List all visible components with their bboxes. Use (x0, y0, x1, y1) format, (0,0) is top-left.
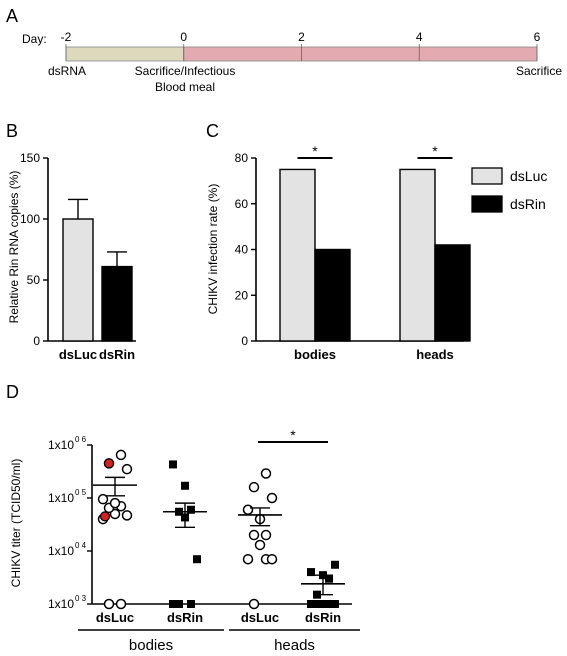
chart-c-legend-swatch (471, 195, 503, 213)
chart-d-point (193, 555, 201, 564)
timeline-segment (183, 46, 538, 62)
chart-d-point (115, 598, 127, 610)
chart-b-bar (101, 265, 133, 342)
chart-d-point (169, 600, 177, 608)
chart-d-ytick-base: 1x10 (48, 544, 74, 558)
chart-d-group-label: bodies (129, 637, 173, 654)
chart-b-xtick-label: dsRin (99, 347, 135, 362)
chart-d-ytick-base: 1x10 (48, 438, 74, 452)
timeline-tick-label: 2 (298, 30, 305, 44)
chart-d-point (260, 468, 272, 479)
panel-label-d: D (6, 382, 19, 402)
chart-c-ytick-label: 40 (235, 243, 249, 257)
chart-d-point (121, 510, 133, 521)
chart-c-legend-label: dsLuc (510, 168, 547, 184)
chart-c-bar (399, 168, 436, 342)
timeline-day-label: Day: (22, 32, 47, 46)
chart-b-xtick-label: dsLuc (59, 347, 97, 362)
chart-d-point (109, 508, 121, 520)
chart-b-ytick-label: 150 (20, 151, 40, 165)
chart-d-ylabel: CHIKV titer (TCID50/ml) (9, 459, 23, 588)
chart-d-point (109, 497, 121, 509)
chart-d-point (175, 600, 183, 608)
panel-label-b: B (6, 121, 18, 141)
chart-b-ytick-label: 50 (27, 273, 41, 287)
chart-c-ylabel: CHIKV infection rate (%) (206, 184, 220, 315)
chart-d-point (187, 505, 195, 514)
chart-d-point (121, 463, 133, 475)
chart-d-point (187, 600, 195, 608)
chart-d-point (248, 481, 260, 493)
chart-c-xtick-label: bodies (294, 347, 336, 362)
chart-d-point (260, 529, 272, 541)
chart-d-ytick-base: 1x10 (48, 597, 74, 611)
sacrifice-label: Sacrifice (516, 64, 562, 78)
chart-c-xtick-label: heads (416, 347, 454, 362)
chart-d-point (307, 600, 315, 608)
timeline-tick-label: 6 (534, 30, 541, 44)
chart-d-ytick-exp: 0 3 (75, 594, 87, 603)
chart-c-ytick-label: 0 (241, 334, 248, 348)
chart-d-xtick-label: dsLuc (241, 610, 279, 625)
chart-d-xtick-label: dsLuc (96, 610, 134, 625)
chart-b-ytick-label: 100 (20, 212, 40, 226)
chart-d-ytick-base: 1x10 (48, 491, 74, 505)
chart-c-significance-star: * (312, 143, 318, 159)
chart-d-red-point (103, 458, 115, 469)
chart-d-ytick-exp: 0 4 (75, 541, 87, 550)
chart-c-ytick-label: 60 (235, 197, 249, 211)
timeline-tick-label: 4 (416, 30, 423, 44)
chart-d-point (325, 600, 333, 608)
chart-b: 0 50 100 150 dsLuc dsRin (20, 151, 136, 362)
infection-label-line2: Blood meal (155, 80, 215, 94)
chart-d-red-point (99, 511, 111, 522)
timeline-segment (65, 46, 185, 62)
chart-d-point (266, 492, 278, 504)
chart-d-point (331, 600, 339, 608)
panel-label-a: A (6, 6, 18, 26)
chart-d-significance-star: * (290, 427, 296, 443)
chart-c-bar (279, 168, 316, 342)
chart-d-xtick-label: dsRin (305, 610, 341, 625)
dsrna-label: dsRNA (48, 64, 86, 78)
chart-c-significance-star: * (432, 143, 438, 159)
chart-d-point (115, 449, 127, 461)
chart-c-ytick-label: 20 (235, 288, 249, 302)
chart-d-point (248, 598, 260, 610)
chart-d-point (242, 553, 254, 565)
chart-d-point (242, 504, 254, 516)
infection-label-line1: Sacrifice/Infectious (135, 64, 236, 78)
chart-d-point (181, 481, 189, 490)
chart-d-point (266, 553, 278, 565)
chart-b-bar (62, 218, 94, 342)
chart-d-group-label: heads (274, 637, 315, 654)
chart-d-xtick-label: dsRin (167, 610, 203, 625)
chart-d-point (325, 574, 333, 583)
chart-d-point (331, 560, 339, 569)
chart-d-point (254, 539, 266, 551)
chart-b-ylabel: Relative Rin RNA copies (%) (7, 171, 21, 324)
chart-d-ytick-exp: 0 6 (75, 435, 87, 444)
chart-d-point (169, 460, 177, 469)
panel-label-c: C (206, 121, 219, 141)
chart-d-point (103, 598, 115, 610)
chart-d-point (248, 529, 260, 541)
timeline-ticks: -2 0 2 4 6 (61, 30, 541, 61)
timeline-tick-label: -2 (61, 30, 72, 44)
chart-d-point (307, 568, 315, 577)
chart-d-point (319, 600, 327, 608)
chart-c-bar (434, 244, 471, 342)
chart-d-ytick-exp: 0 5 (75, 488, 87, 497)
chart-c-legend-label: dsRin (510, 196, 546, 212)
chart-c: 0 20 40 60 80 bodies * heads * dsLuc dsRin (235, 143, 548, 362)
chart-d-point (97, 493, 109, 505)
timeline-tick-label: 0 (180, 30, 187, 44)
chart-d-point (313, 600, 321, 608)
chart-c-legend-swatch (471, 167, 503, 185)
chart-b-ytick-label: 0 (33, 334, 40, 348)
chart-c-bar (314, 248, 351, 342)
chart-c-ytick-label: 80 (235, 151, 249, 165)
